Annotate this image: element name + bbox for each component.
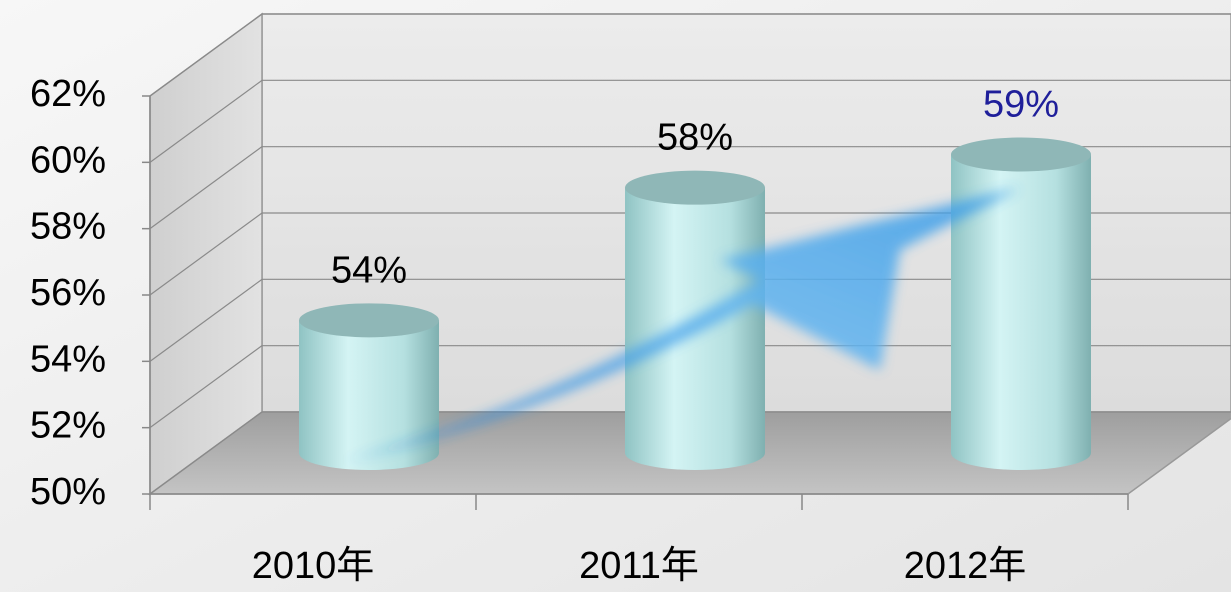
- bar: [299, 303, 439, 470]
- bar-top: [951, 138, 1091, 172]
- x-tick-label: 2012年: [904, 545, 1027, 587]
- bar-top: [625, 171, 765, 205]
- y-tick-label: 58%: [30, 206, 106, 248]
- y-tick-label: 56%: [30, 272, 106, 314]
- y-tick-label: 52%: [30, 405, 106, 447]
- y-tick-label: 62%: [30, 73, 106, 115]
- y-tick-label: 50%: [30, 471, 106, 513]
- bar-top: [299, 303, 439, 337]
- x-tick-label: 2010年: [252, 545, 375, 587]
- x-tick-label: 2011年: [579, 545, 699, 587]
- data-label: 59%: [983, 84, 1059, 126]
- y-tick-label: 54%: [30, 338, 106, 380]
- data-label: 58%: [657, 117, 733, 159]
- y-tick-label: 60%: [30, 139, 106, 181]
- bar-body: [299, 320, 439, 470]
- chart: 50% 52% 54% 56% 58% 60% 62% 54% 2010年 58% 2011年 59%…: [0, 0, 1231, 592]
- bar: [951, 138, 1091, 471]
- data-label: 54%: [331, 249, 407, 291]
